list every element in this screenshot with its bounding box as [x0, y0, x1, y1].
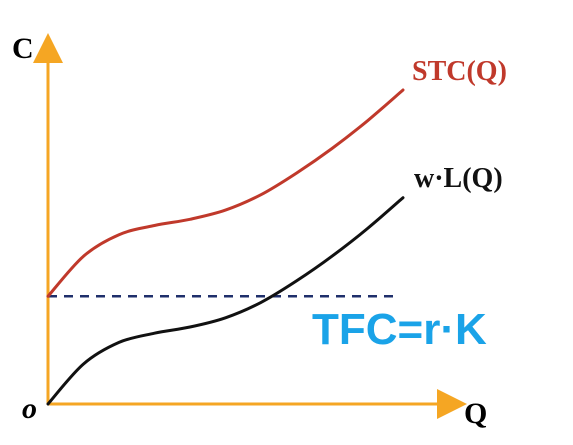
origin-label: o [22, 392, 37, 425]
series-line-1 [46, 196, 405, 406]
tfc-reference: TFC=r·K [48, 295, 487, 354]
series-label-0: STC(Q) [412, 56, 507, 87]
tfc-label: TFC=r·K [312, 305, 487, 354]
x-axis-label: Q [464, 397, 487, 430]
axes [33, 33, 467, 419]
series-line-0 [46, 88, 405, 298]
y-axis-label: C [12, 32, 34, 65]
series-group: STC(Q) w·L(Q) [46, 56, 507, 406]
series-label-1: w·L(Q) [414, 163, 503, 194]
